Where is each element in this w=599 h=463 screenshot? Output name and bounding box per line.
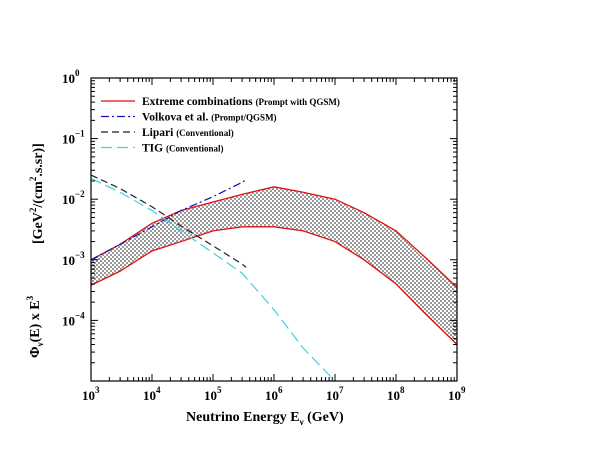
legend: Extreme combinations (Prompt with QGSM) V… <box>101 96 340 155</box>
x-axis-label-main: Neutrino Energy E <box>186 410 300 425</box>
y-axis-label: Φν(E) x E3 <box>25 295 45 358</box>
y-tick-label: 10−4 <box>62 310 85 328</box>
y-axis-label-rest: (E) x E <box>28 300 43 342</box>
x-tick-label: 107 <box>326 385 344 403</box>
x-axis-label-unit: (GeV) <box>304 410 344 425</box>
y-tick-label: 10−1 <box>62 129 85 147</box>
y-tick-label: 10−3 <box>62 250 85 268</box>
series-lines <box>91 174 336 381</box>
series-line-volkova-et-al <box>91 179 247 261</box>
x-tick-label: 104 <box>143 385 161 403</box>
svg-text:Φν(E) x E3: Φν(E) x E3 <box>25 295 45 358</box>
svg-text:Neutrino Energy Eν (GeV): Neutrino Energy Eν (GeV) <box>186 410 344 427</box>
y-tick-label: 100 <box>62 68 80 86</box>
y-units-open: [GeV <box>31 212 46 244</box>
y-tick-label: 10−2 <box>62 189 85 207</box>
series-line-tig <box>91 177 336 381</box>
band-fill <box>91 186 457 345</box>
series-line-lipari <box>91 174 247 268</box>
y-axis-label-phi: Φ <box>28 346 43 358</box>
band-lower-line <box>91 226 457 345</box>
y-units-mid: /(cm <box>31 181 46 209</box>
legend-label-lipari: Lipari (Conventional) <box>142 127 234 139</box>
legend-label-volkova-et-al: Volkova et al. (Prompt/QGSM) <box>142 112 277 124</box>
y-axis-label-sup: 3 <box>25 295 35 300</box>
y-axis-units: [GeV2/(cm2.s.sr)] <box>28 143 46 244</box>
y-axis-label-phi-sub: ν <box>35 342 45 347</box>
x-tick-label: 108 <box>387 385 405 403</box>
x-tick-label: 106 <box>265 385 283 403</box>
x-tick-label: 109 <box>448 385 466 403</box>
legend-label-tig: TIG (Conventional) <box>142 143 223 155</box>
x-axis-label: Neutrino Energy Eν (GeV) <box>186 410 344 427</box>
y-units-sup2: 2 <box>28 176 38 181</box>
svg-text:[GeV2/(cm2.s.sr)]: [GeV2/(cm2.s.sr)] <box>28 143 46 244</box>
x-tick-label: 103 <box>82 385 100 403</box>
y-units-close: .s.sr)] <box>31 143 46 176</box>
x-axis-label-sub: ν <box>299 417 304 427</box>
extreme-combinations-band <box>91 186 457 345</box>
legend-label-extreme-combinations: Extreme combinations (Prompt with QGSM) <box>142 96 340 108</box>
y-units-sup1: 2 <box>28 207 38 212</box>
axis-ticks: 103 104 105 106 107 108 109 10−4 10−3 10−2 10−1 100 <box>62 68 466 403</box>
x-tick-label: 105 <box>204 385 222 403</box>
band-upper-line <box>91 186 457 288</box>
